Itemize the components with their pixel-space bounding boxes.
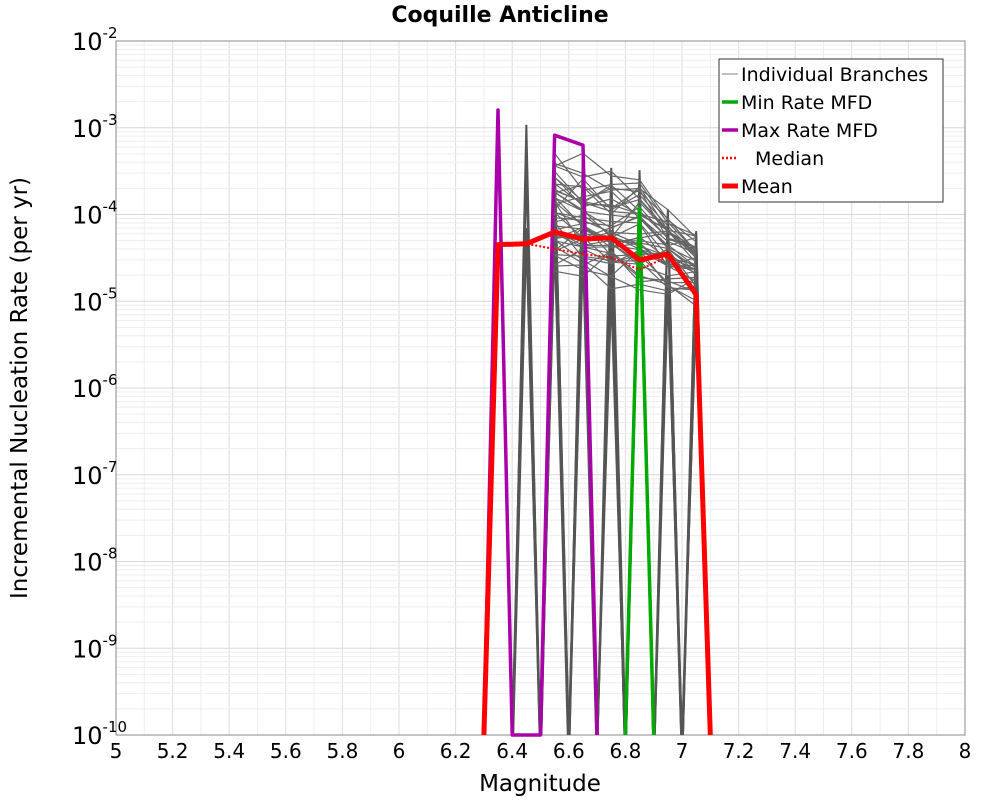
x-tick-label: 6.2 — [440, 739, 472, 763]
y-tick-label: 10-7 — [72, 458, 118, 490]
series-line-min-rate-mfd — [623, 205, 656, 736]
legend: Individual Branches Min Rate MFD Max Rate … — [718, 58, 944, 203]
x-tick-label: 6.8 — [609, 739, 641, 763]
branch-line — [554, 239, 697, 295]
y-tick-label: 10-2 — [72, 24, 118, 56]
y-tick-label: 10-4 — [72, 198, 118, 230]
branch-line — [554, 251, 697, 283]
y-tick-label: 10-3 — [72, 111, 118, 143]
y-tick-label: 10-9 — [72, 631, 118, 663]
series-line-mean — [481, 229, 713, 736]
x-tick-label: 8 — [959, 739, 972, 763]
x-tick-label: 5.6 — [270, 739, 302, 763]
y-tick-label: 10-10 — [72, 718, 127, 750]
x-tick-label: 6 — [393, 739, 406, 763]
branch-spike — [596, 293, 627, 736]
branch-spike — [511, 228, 541, 736]
branch-spike — [512, 236, 541, 736]
legend-label: Max Rate MFD — [741, 120, 878, 142]
x-tick-label: 7.6 — [836, 739, 868, 763]
legend-label: Individual Branches — [741, 64, 928, 86]
x-tick-label: 7 — [676, 739, 689, 763]
x-tick-label: 6.4 — [496, 739, 528, 763]
branch-line — [554, 212, 697, 254]
y-tick-label: 10-6 — [72, 371, 118, 403]
x-tick-label: 5.8 — [326, 739, 358, 763]
branch-line — [554, 240, 697, 293]
branch-spike — [653, 280, 683, 736]
branch-line — [554, 245, 697, 292]
branch-line — [554, 226, 697, 273]
x-tick-label: 7.4 — [779, 739, 811, 763]
legend-label: Median — [755, 148, 824, 170]
branch-line — [554, 176, 697, 259]
y-tick-label: 10-5 — [72, 284, 118, 316]
legend-label: Min Rate MFD — [741, 92, 872, 114]
series-lines — [481, 108, 713, 737]
x-tick-label: 5.4 — [213, 739, 245, 763]
x-tick-label: 7.8 — [892, 739, 924, 763]
branch-line — [554, 152, 697, 243]
x-axis-label: Magnitude — [479, 771, 601, 797]
legend-label: Mean — [741, 176, 793, 198]
branch-line — [554, 153, 697, 236]
x-axis-ticks: 5 5.2 5.4 5.6 5.8 6 6.2 6.4 6.6 6.8 7 7.2 7.4 7.6 7.8 8 — [110, 739, 972, 763]
x-tick-label: 5 — [110, 739, 123, 763]
branch-spike — [653, 275, 683, 736]
y-axis-label: Incremental Nucleation Rate (per yr) — [7, 177, 33, 599]
x-tick-label: 6.6 — [553, 739, 585, 763]
branch-line — [554, 201, 697, 268]
series-line-max-rate-mfd — [482, 108, 599, 737]
y-axis-ticks: 10-10 10-9 10-8 10-7 10-6 10-5 10-4 10-3 10-2 — [72, 24, 127, 750]
legend-box — [718, 58, 944, 203]
y-tick-label: 10-8 — [72, 545, 118, 577]
branch-spike — [511, 124, 541, 736]
branch-line — [554, 226, 697, 277]
branch-spike — [653, 292, 683, 736]
branch-line — [554, 162, 697, 239]
branch-line — [554, 171, 697, 248]
branch-spike — [596, 230, 626, 736]
x-tick-label: 5.2 — [157, 739, 189, 763]
chart-title: Coquille Anticline — [391, 3, 608, 28]
x-tick-label: 7.2 — [723, 739, 755, 763]
